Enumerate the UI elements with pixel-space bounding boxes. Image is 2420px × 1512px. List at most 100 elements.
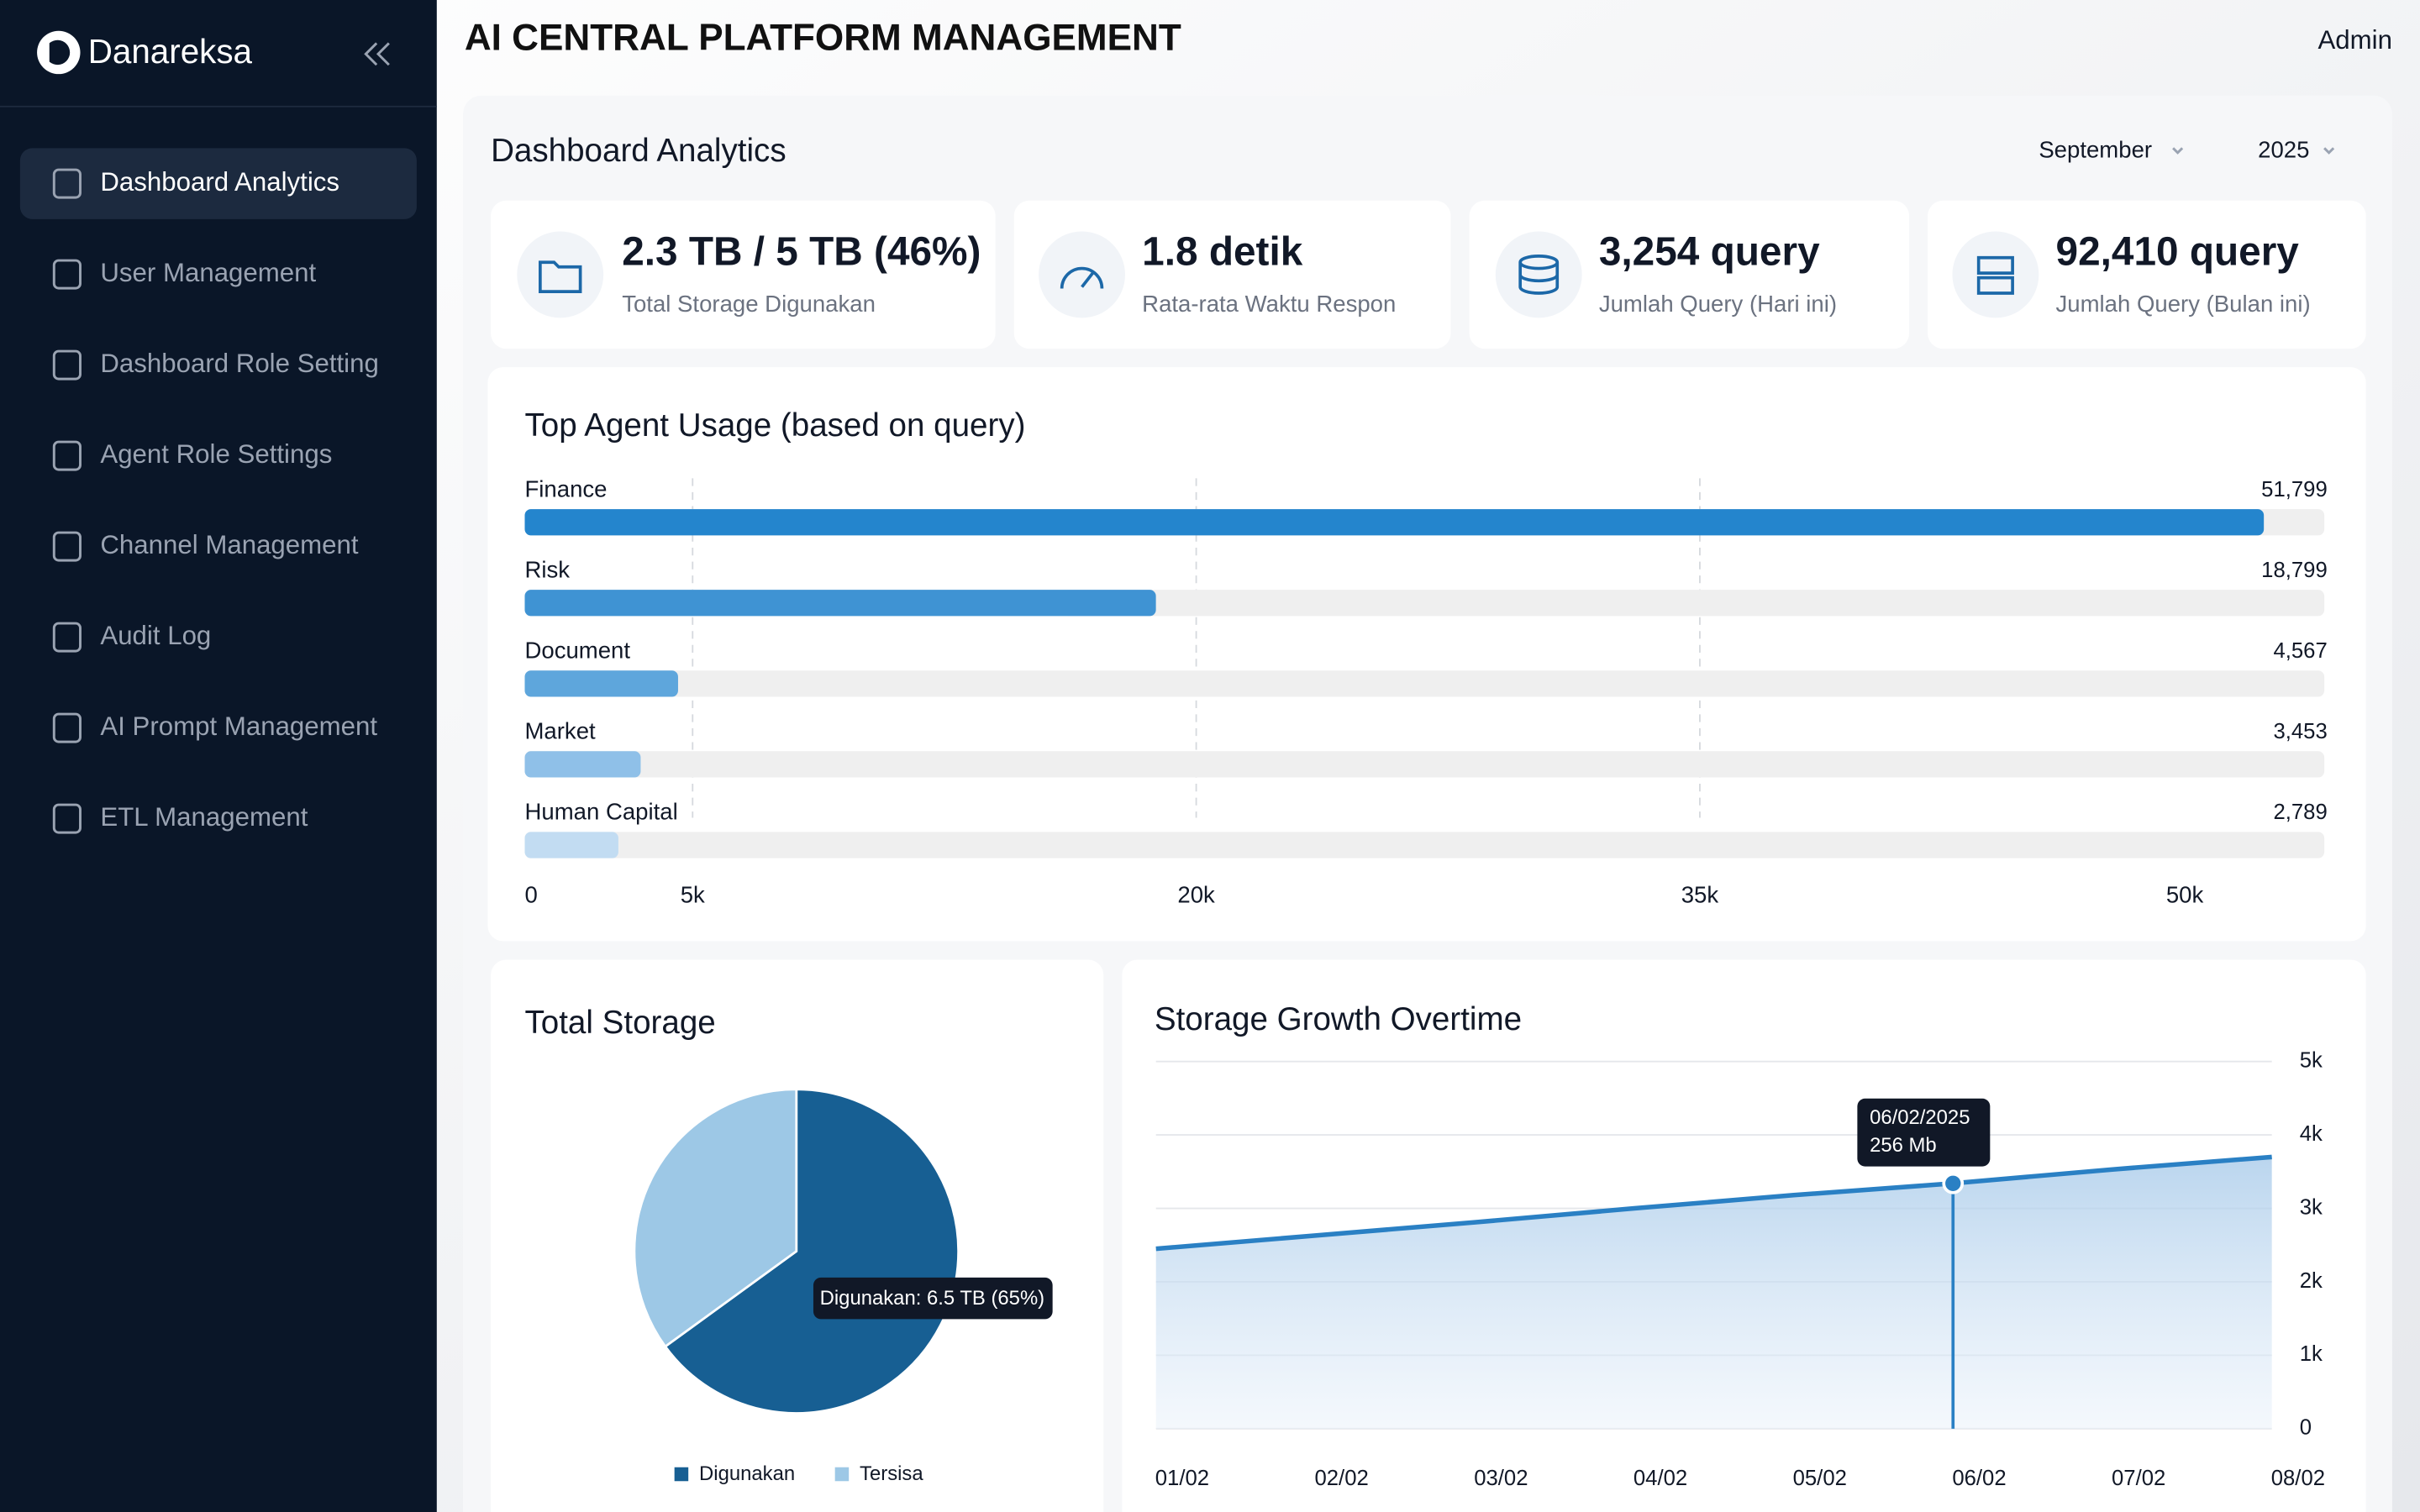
chevron: [2172, 147, 2184, 155]
pie-slice: [663, 1088, 960, 1415]
month-select[interactable]: September: [2039, 136, 2152, 162]
menu-icon: [52, 349, 82, 381]
tooltip-date: 06/02/2025: [1870, 1106, 1970, 1129]
area-chart: 0 1k 2k 3k 4k 5k 01/02 02/02 03/02 04/02 05/02 06/0…: [1155, 1048, 2325, 1490]
bar-chart: 0 5k 20k 35k 50k Finance 51,799 Risk 18,799 Docum…: [524, 475, 2328, 907]
legend-label: Tersisa: [860, 1462, 923, 1485]
chevron: [2323, 147, 2335, 155]
value-label: 2,789: [2273, 801, 2327, 824]
x-tick-label: 20k: [1177, 881, 1215, 907]
sidebar: [0, 0, 437, 1512]
bar-label: Document: [524, 637, 630, 663]
menu-item[interactable]: AI Prompt Management: [100, 711, 377, 741]
tooltip-value: 256 Mb: [1870, 1134, 1937, 1157]
collapse-button[interactable]: [364, 42, 390, 66]
bar: [524, 670, 678, 697]
menu-icon: [52, 622, 82, 653]
gauge-icon: [1060, 266, 1104, 289]
page-title: AI CENTRAL PLATFORM MANAGEMENT: [465, 17, 1181, 58]
stat-value: 2.3 TB / 5 TB (46%): [622, 230, 981, 275]
bar-track: [524, 832, 2325, 858]
area: [1155, 1157, 2272, 1429]
bar: [524, 509, 2265, 536]
pie-slice: [633, 1088, 798, 1348]
database-icon: [1518, 255, 1560, 295]
value-label: 4,567: [2273, 639, 2327, 663]
tooltip-bg: [813, 1277, 1053, 1320]
bar-label: Market: [524, 718, 596, 744]
y-tick-label: 4k: [2300, 1122, 2323, 1146]
y-tick-label: 0: [2300, 1416, 2312, 1440]
x-tick-label: 06/02: [1952, 1467, 2006, 1490]
value-label: 3,453: [2273, 720, 2327, 743]
legend-swatch: [834, 1467, 850, 1482]
bar-label: Human Capital: [524, 799, 677, 825]
menu-item[interactable]: Dashboard Role Setting: [100, 349, 378, 378]
stat-icon-bg: [1039, 231, 1125, 318]
y-tick-label: 1k: [2300, 1342, 2323, 1366]
menu-icon: [52, 531, 82, 562]
x-tick-label: 07/02: [2112, 1467, 2165, 1490]
point: [1942, 1172, 1965, 1194]
bar-track: [524, 751, 2325, 778]
stat-card: [1013, 200, 1451, 349]
x-tick-label: 0: [524, 881, 537, 907]
menu-icon: [52, 712, 82, 743]
stat-icon-bg: [1495, 231, 1582, 318]
stat-card: [1469, 200, 1910, 349]
brand: Danareksa: [88, 32, 253, 71]
user-name[interactable]: Admin: [2317, 25, 2392, 55]
value-label: 18,799: [2261, 559, 2328, 582]
brand-logo-cut: [49, 39, 71, 66]
stats: 2.3 TB / 5 TB (46%) Total Storage Digunak…: [622, 230, 2310, 317]
year-select[interactable]: 2025: [2258, 136, 2309, 162]
x-tick-label: 35k: [1681, 881, 1719, 907]
menu-item[interactable]: Dashboard Analytics: [100, 167, 339, 197]
y-tick-label: 2k: [2300, 1269, 2323, 1293]
menu-icon: [52, 440, 82, 471]
menu-item[interactable]: Agent Role Settings: [100, 439, 332, 469]
chart-title: Top Agent Usage (based on query): [524, 407, 1025, 444]
x-tick-label: 02/02: [1314, 1467, 1368, 1490]
bar: [524, 832, 618, 858]
tooltip: Digunakan: 6.5 TB (65%): [820, 1287, 1044, 1310]
legend-label: Digunakan: [699, 1462, 795, 1485]
x-tick-label: 04/02: [1634, 1467, 1687, 1490]
stat-card: [1928, 200, 2366, 349]
stat-label: Rata-rata Waktu Respon: [1142, 291, 1396, 317]
stat-value: 1.8 detik: [1142, 230, 1303, 275]
menu: Dashboard Analytics User Management Dashbo…: [19, 148, 417, 834]
x-tick-label: 03/02: [1474, 1467, 1528, 1490]
stat-label: Total Storage Digunakan: [622, 291, 876, 317]
y-tick-label: 3k: [2300, 1195, 2323, 1219]
x-tick-label: 05/02: [1793, 1467, 1847, 1490]
bar-track: [524, 670, 2325, 697]
bar: [524, 590, 1156, 617]
bar: [524, 751, 641, 778]
menu-icon: [52, 803, 82, 834]
server-icon: [1976, 255, 2014, 295]
bar-label: Finance: [524, 475, 607, 501]
chart-title: Storage Growth Overtime: [1155, 1001, 1522, 1037]
menu-item[interactable]: ETL Management: [100, 802, 308, 832]
stat-value: 92,410 query: [2056, 230, 2300, 275]
menu-item[interactable]: Channel Management: [100, 530, 359, 559]
menu-icon: [52, 168, 82, 199]
menu-active-bg: [19, 148, 417, 219]
tooltip-bg: [1857, 1098, 1991, 1167]
x-tick-label: 50k: [2166, 881, 2204, 907]
menu-item[interactable]: User Management: [100, 258, 316, 287]
stat-label: Jumlah Query (Hari ini): [1599, 291, 1837, 317]
line: [1155, 1154, 2272, 1252]
y-tick-label: 5k: [2300, 1048, 2323, 1072]
x-tick-label: 5k: [681, 881, 705, 907]
x-tick-label: 08/02: [2271, 1467, 2325, 1490]
chart-title: Total Storage: [524, 1005, 715, 1041]
stat-label: Jumlah Query (Bulan ini): [2056, 291, 2311, 317]
folder-icon: [539, 260, 582, 293]
menu-item[interactable]: Audit Log: [100, 621, 211, 650]
menu-icon: [52, 259, 82, 290]
value-label: 51,799: [2261, 478, 2328, 501]
